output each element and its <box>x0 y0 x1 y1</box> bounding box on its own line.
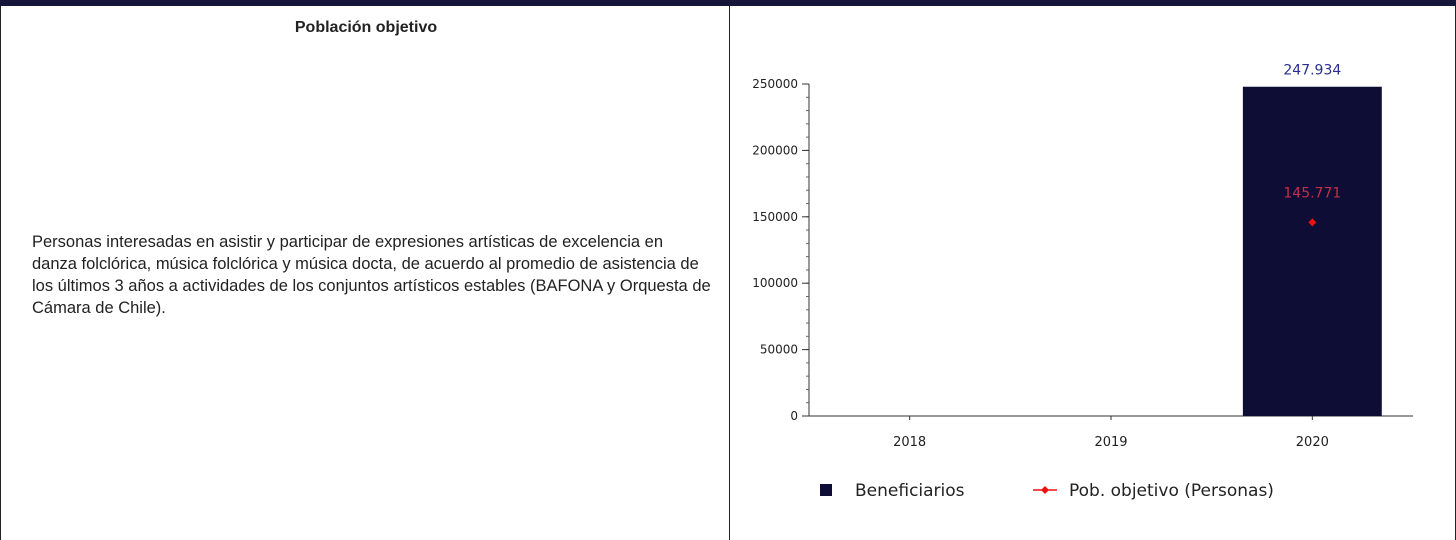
y-tick-label: 100000 <box>752 276 798 290</box>
point-data-label: 145.771 <box>1283 185 1341 201</box>
bar-beneficiarios <box>1242 86 1382 416</box>
x-tick-label: 2019 <box>1094 435 1127 450</box>
legend-label-pob-objetivo: Pob. objetivo (Personas) <box>1069 481 1274 501</box>
x-axis: 2018 2019 2020 <box>809 415 1413 450</box>
y-tick-label: 150000 <box>752 210 798 224</box>
legend-label-beneficiarios: Beneficiarios <box>855 481 965 501</box>
x-tick-label: 2020 <box>1296 435 1329 450</box>
y-tick-label: 250000 <box>752 77 798 91</box>
point-pob-objetivo <box>1308 218 1317 227</box>
y-axis: 0 50000 100000 150000 200000 250000 <box>752 77 810 423</box>
chart-legend: Beneficiarios Pob. objetivo (Personas) <box>820 481 1274 501</box>
x-tick-label: 2018 <box>893 435 926 450</box>
bar-data-label: 247.934 <box>1283 63 1341 79</box>
panel-description: Personas interesadas en asistir y partic… <box>32 233 711 317</box>
description-panel: Población objetivo Personas interesadas … <box>0 6 730 540</box>
panel-title: Población objetivo <box>294 19 438 36</box>
chart-marks: 247.934 145.771 <box>1242 63 1382 416</box>
legend-marker-pob-objetivo <box>1041 486 1049 494</box>
y-tick-label: 200000 <box>752 143 798 157</box>
y-tick-label: 0 <box>790 409 798 423</box>
legend-swatch-beneficiarios <box>820 484 832 496</box>
chart-panel: 0 50000 100000 150000 200000 250000 2018 2019 2… <box>731 6 1456 540</box>
top-bar <box>0 0 1456 6</box>
y-tick-label: 50000 <box>760 343 798 357</box>
